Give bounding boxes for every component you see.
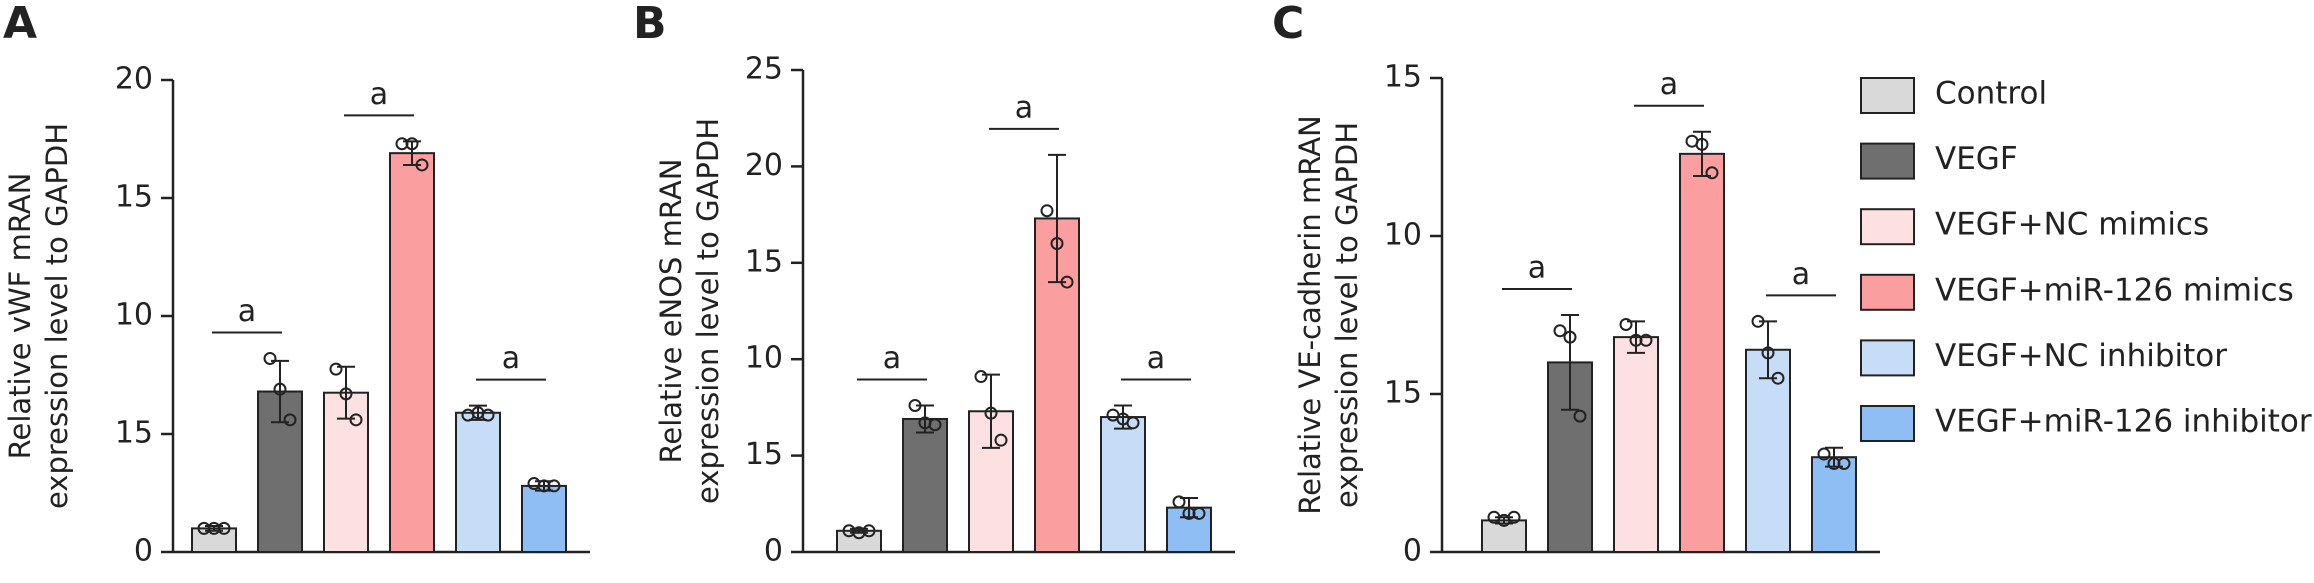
data-point <box>547 479 561 493</box>
legend-swatch <box>1860 208 1915 246</box>
bar <box>1613 336 1659 553</box>
panel-label: B <box>633 0 667 49</box>
significance-label: a <box>502 341 520 376</box>
y-tick-label: 15 <box>1384 376 1422 411</box>
y-tick-label: 20 <box>115 62 153 97</box>
data-point <box>1751 314 1765 328</box>
legend-label: VEGF+miR-126 inhibitor <box>1935 404 2312 440</box>
data-point <box>1507 510 1521 524</box>
data-point <box>974 370 988 384</box>
legend-swatch <box>1860 405 1915 442</box>
y-tick-label: 10 <box>745 341 783 376</box>
significance-label: a <box>1147 341 1165 376</box>
data-point <box>1172 495 1186 509</box>
y-axis-label: expression level to GAPDH <box>40 123 74 509</box>
panel-label: A <box>3 0 37 49</box>
y-tick-label: 15 <box>745 244 783 279</box>
panel-label: C <box>1272 0 1304 49</box>
legend-label: VEGF <box>1935 141 2018 177</box>
data-point <box>415 158 429 172</box>
y-axis-label: Relative vWF mRAN <box>3 173 37 460</box>
legend-label: Control <box>1935 76 2047 112</box>
bar <box>1811 456 1857 554</box>
data-point <box>283 413 297 427</box>
data-point <box>1771 371 1785 385</box>
data-point <box>481 408 495 422</box>
bar <box>1679 152 1725 553</box>
error-bar <box>1048 153 1066 284</box>
y-tick-label: 15 <box>115 180 153 215</box>
data-point <box>1837 457 1851 471</box>
legend-swatch <box>1860 142 1915 180</box>
y-tick-label: 25 <box>745 52 783 87</box>
data-point <box>1050 237 1064 251</box>
data-point <box>994 433 1008 447</box>
data-point <box>217 521 231 535</box>
y-tick-label: 10 <box>115 298 153 333</box>
data-point <box>339 387 353 401</box>
data-point <box>1619 317 1633 331</box>
y-tick-label: 10 <box>1384 218 1422 253</box>
significance-label: a <box>238 294 256 329</box>
data-point <box>329 362 343 376</box>
error-bar <box>982 373 1000 449</box>
data-point <box>928 418 942 432</box>
data-point <box>349 413 363 427</box>
data-point <box>1695 137 1709 151</box>
bar <box>1745 348 1791 554</box>
significance-label: a <box>1015 90 1033 125</box>
data-point <box>1060 275 1074 289</box>
significance-label: a <box>1792 257 1810 292</box>
error-bar <box>1759 320 1777 380</box>
data-point <box>1563 330 1577 344</box>
y-axis-label: Relative eNOS mRAN <box>654 159 688 464</box>
data-point <box>1817 447 1831 461</box>
y-tick-label: 0 <box>134 534 153 569</box>
data-point <box>984 406 998 420</box>
data-point <box>1040 204 1054 218</box>
data-point <box>908 398 922 412</box>
significance-label: a <box>1660 67 1678 102</box>
data-point <box>1553 324 1567 338</box>
data-point <box>1192 506 1206 520</box>
y-axis-label: expression level to GAPDH <box>1330 122 1364 508</box>
y-tick-label: 20 <box>745 148 783 183</box>
error-bar <box>1495 516 1513 525</box>
bar <box>389 152 435 553</box>
y-tick-label: 15 <box>1384 60 1422 95</box>
data-point <box>1639 333 1653 347</box>
legend-swatch <box>1860 273 1915 311</box>
data-point <box>862 524 876 538</box>
data-point <box>273 382 287 396</box>
bar <box>1100 416 1146 554</box>
data-point <box>1126 416 1140 430</box>
data-point <box>263 351 277 365</box>
data-point <box>1573 409 1587 423</box>
data-point <box>1705 166 1719 180</box>
data-point <box>405 137 419 151</box>
legend-label: VEGF+NC mimics <box>1935 207 2209 243</box>
legend-label: VEGF+miR-126 mimics <box>1935 272 2294 308</box>
legend-swatch <box>1860 77 1915 114</box>
bar <box>902 417 948 553</box>
y-axis-label: expression level to GAPDH <box>691 118 725 504</box>
legend-label: VEGF+NC inhibitor <box>1935 338 2227 374</box>
bar <box>455 411 501 554</box>
y-axis-label: Relative VE-cadherin mRAN <box>1293 115 1327 514</box>
y-tick-label: 0 <box>1403 534 1422 569</box>
y-tick-label: 15 <box>115 416 153 451</box>
significance-label: a <box>883 341 901 376</box>
bar <box>521 484 567 554</box>
y-tick-label: 0 <box>764 534 783 569</box>
significance-label: a <box>370 77 388 112</box>
legend-swatch <box>1860 339 1915 377</box>
significance-label: a <box>1528 251 1546 286</box>
data-point <box>1761 346 1775 360</box>
y-tick-label: 15 <box>745 437 783 472</box>
